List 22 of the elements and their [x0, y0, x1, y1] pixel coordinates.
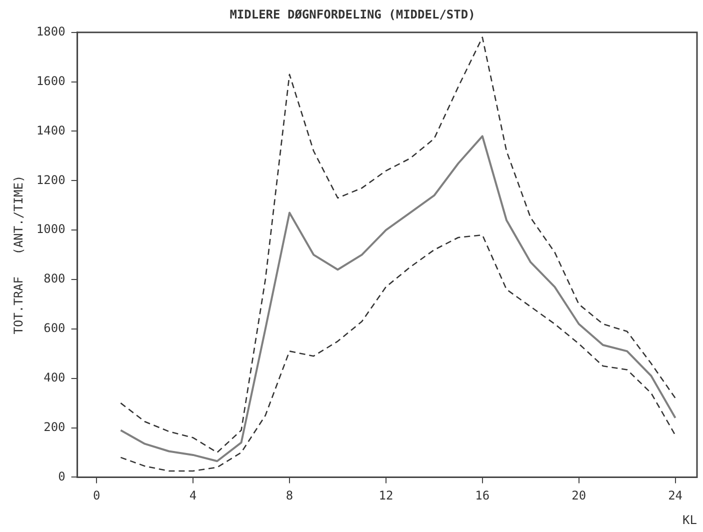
y-tick-label: 1400	[36, 123, 66, 138]
y-axis-title: TOT.TRAF (ANT./TIME)	[11, 175, 26, 334]
line-series	[120, 234, 676, 472]
x-tick-label: 4	[189, 488, 197, 503]
x-tick-label: 8	[286, 488, 294, 503]
x-tick-label: 16	[475, 488, 490, 503]
x-axis-title: KL	[682, 512, 697, 527]
y-tick-label: 1200	[36, 172, 66, 187]
y-tick-label: 200	[44, 420, 66, 434]
x-tick-label: 24	[668, 488, 683, 503]
chart-title: MIDLERE DØGNFORDELING (MIDDEL/STD)	[230, 7, 476, 22]
x-tick-label: 0	[92, 488, 100, 503]
line-series	[120, 36, 676, 454]
y-tick-label: 1600	[36, 74, 66, 88]
y-tick-label: 1800	[36, 24, 66, 39]
y-tick-label: 400	[44, 370, 66, 384]
y-tick-label: 0	[58, 469, 66, 484]
y-tick-label: 1000	[36, 222, 66, 236]
x-tick-label: 12	[378, 488, 394, 503]
y-tick-label: 600	[44, 321, 66, 336]
x-tick-label: 20	[572, 488, 586, 503]
y-tick-label: 800	[44, 272, 66, 286]
